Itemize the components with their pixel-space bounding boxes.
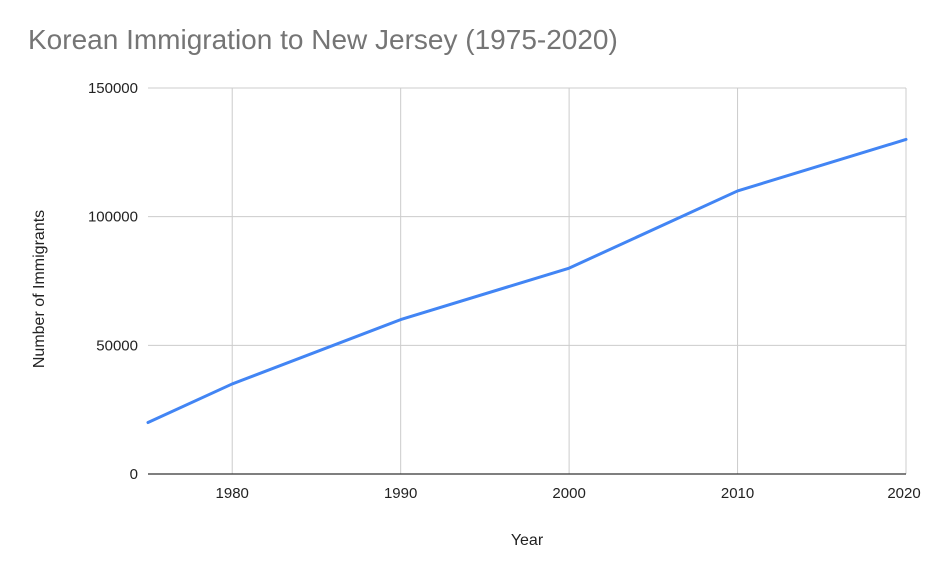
x-tick-label: 2020 (887, 485, 920, 502)
chart-title: Korean Immigration to New Jersey (1975-2… (28, 24, 618, 55)
y-tick-label: 100000 (88, 209, 138, 226)
x-tick-label: 1980 (216, 485, 249, 502)
x-tick-label: 1990 (384, 485, 417, 502)
y-axis-title: Number of Immigrants (31, 210, 48, 368)
y-axis-ticks: 0 50000 100000 150000 (88, 80, 138, 483)
y-tick-label: 150000 (88, 80, 138, 97)
series-layer (146, 137, 908, 425)
x-tick-label: 2010 (721, 485, 754, 502)
x-tick-label: 2000 (552, 485, 585, 502)
x-axis-title: Year (511, 532, 544, 549)
grid (148, 87, 907, 474)
y-tick-label: 0 (130, 466, 138, 483)
y-tick-label: 50000 (96, 337, 138, 354)
x-axis-ticks: 1980 1990 2000 2010 2020 (216, 485, 921, 502)
series-line (146, 137, 908, 425)
